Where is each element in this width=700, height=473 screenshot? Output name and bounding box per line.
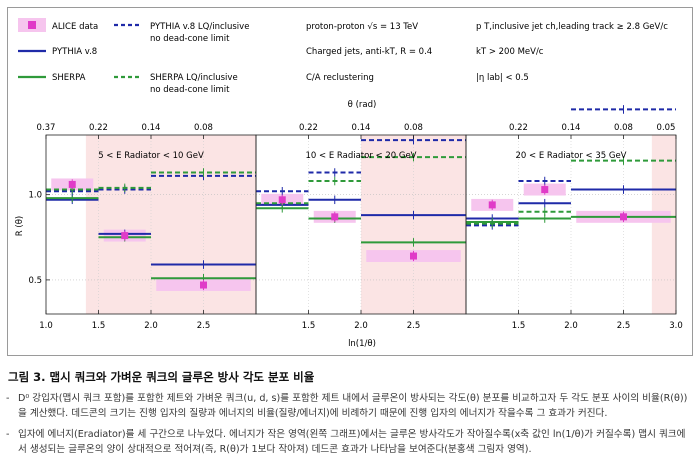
info-jets: Charged jets, anti-kT, R = 0.4 xyxy=(306,47,432,57)
panel: 20 < E Radiator < 35 GeV 1.5 2.0 2.5 3.0 0.22… xyxy=(465,105,683,331)
legend-pythia-lq-label: PYTHIA v.8 LQ/inclusive xyxy=(150,22,249,32)
figure-caption: 그림 3. 맵시 쿼크와 가벼운 쿼크의 글루온 방사 각도 분포 비율 - D… xyxy=(6,369,694,463)
x-tick-label: 1.5 xyxy=(512,321,526,331)
caption-item: - 입자에 에너지(Eradiator)를 세 구간으로 나누었다. 에너지가 … xyxy=(6,427,694,457)
top-tick-label: 0.08 xyxy=(194,123,213,133)
dead-cone-region xyxy=(361,135,466,314)
info-eta-cut: |η lab| < 0.5 xyxy=(476,73,529,83)
x-tick-label: 2.0 xyxy=(564,321,578,331)
legend-pythia-label: PYTHIA v.8 xyxy=(52,47,97,57)
panel-frame xyxy=(465,134,677,315)
panel: 10 < E Radiator < 20 GeV 1.5 2.0 2.5 0.22 0.1… xyxy=(255,123,467,331)
x-tick-label: 2.0 xyxy=(144,321,158,331)
alice-point xyxy=(121,232,129,240)
x-tick-label: 3.0 xyxy=(669,321,683,331)
alice-point xyxy=(488,201,496,209)
panel: 5 < E Radiator < 10 GeV 1.0 1.5 2.0 2.5 0.37 0… xyxy=(37,123,257,331)
legend-sherpa-lq-sub: no dead-cone limit xyxy=(150,85,230,95)
info-collision: proton-proton √s = 13 TeV xyxy=(306,22,418,32)
y-axis-label: R (θ) xyxy=(15,216,25,236)
x-tick-label: 2.0 xyxy=(354,321,368,331)
alice-point xyxy=(200,281,207,289)
alice-point xyxy=(331,213,339,221)
x-tick-label: 1.5 xyxy=(302,321,316,331)
y-tick-label: 1.0 xyxy=(28,191,42,201)
x-tick-label: 1.5 xyxy=(92,321,106,331)
top-tick-label: 0.08 xyxy=(614,123,633,133)
alice-point xyxy=(410,252,417,260)
info-block: proton-proton √s = 13 TeV Charged jets, … xyxy=(306,22,668,83)
info-kt-cut: kT > 200 MeV/c xyxy=(476,47,544,57)
top-tick-label: 0.05 xyxy=(657,123,676,133)
legend-sherpa-lq-label: SHERPA LQ/inclusive xyxy=(150,73,238,83)
legend-alice-marker xyxy=(28,21,36,29)
y-tick-label: 0.5 xyxy=(28,276,42,286)
alice-point xyxy=(278,196,286,204)
info-pt-cut: p T,inclusive jet ch,leading track ≥ 2.8… xyxy=(476,22,668,32)
legend-pythia-lq-sub: no dead-cone limit xyxy=(150,34,230,44)
legend: ALICE data PYTHIA v.8 LQ/inclusive no de… xyxy=(18,18,249,95)
x-tick-label: 2.5 xyxy=(617,321,631,331)
panel-title: 20 < E Radiator < 35 GeV xyxy=(515,151,626,161)
top-tick-label: 0.08 xyxy=(404,123,423,133)
panels: 5 < E Radiator < 10 GeV 1.0 1.5 2.0 2.5 0.37 0… xyxy=(28,105,683,331)
caption-bullet: - xyxy=(6,429,10,440)
panel-title: 10 < E Radiator < 20 GeV xyxy=(305,151,416,161)
top-tick-label: 0.22 xyxy=(299,123,318,133)
top-tick-label: 0.14 xyxy=(562,123,581,133)
caption-title: 그림 3. 맵시 쿼크와 가벼운 쿼크의 글루온 방사 각도 분포 비율 xyxy=(8,370,315,384)
x-tick-label: 2.5 xyxy=(197,321,211,331)
top-tick-label: 0.22 xyxy=(509,123,528,133)
alice-point xyxy=(541,186,549,194)
top-tick-label: 0.14 xyxy=(142,123,161,133)
panel-title: 5 < E Radiator < 10 GeV xyxy=(98,151,204,161)
legend-alice-label: ALICE data xyxy=(52,22,98,32)
info-recluster: C/A reclustering xyxy=(306,73,374,83)
alice-point xyxy=(68,180,76,188)
top-tick-label: 0.14 xyxy=(352,123,371,133)
top-tick-label: 0.22 xyxy=(89,123,108,133)
legend-sherpa-label: SHERPA xyxy=(52,73,86,83)
top-axis-label: θ (rad) xyxy=(348,100,377,110)
top-tick-label: 0.37 xyxy=(37,123,56,133)
alice-point xyxy=(620,213,627,221)
figure-frame: ALICE data PYTHIA v.8 LQ/inclusive no de… xyxy=(7,7,693,356)
caption-bullet: - xyxy=(6,393,10,404)
x-tick-label: 1.0 xyxy=(39,321,53,331)
x-tick-label: 2.5 xyxy=(407,321,421,331)
caption-item: - D⁰ 강입자(맵시 쿼크 포함)를 포함한 제트와 가벼운 쿼크(u, d,… xyxy=(6,391,694,421)
caption-text: 입자에 에너지(Eradiator)를 세 구간으로 나누었다. 에너지가 작은… xyxy=(18,429,686,455)
dead-cone-region xyxy=(651,135,676,314)
chart-canvas: ALICE data PYTHIA v.8 LQ/inclusive no de… xyxy=(15,18,683,349)
caption-text: D⁰ 강입자(맵시 쿼크 포함)를 포함한 제트와 가벼운 쿼크(u, d, s… xyxy=(18,393,688,419)
x-axis-label: ln(1/θ) xyxy=(348,339,376,349)
